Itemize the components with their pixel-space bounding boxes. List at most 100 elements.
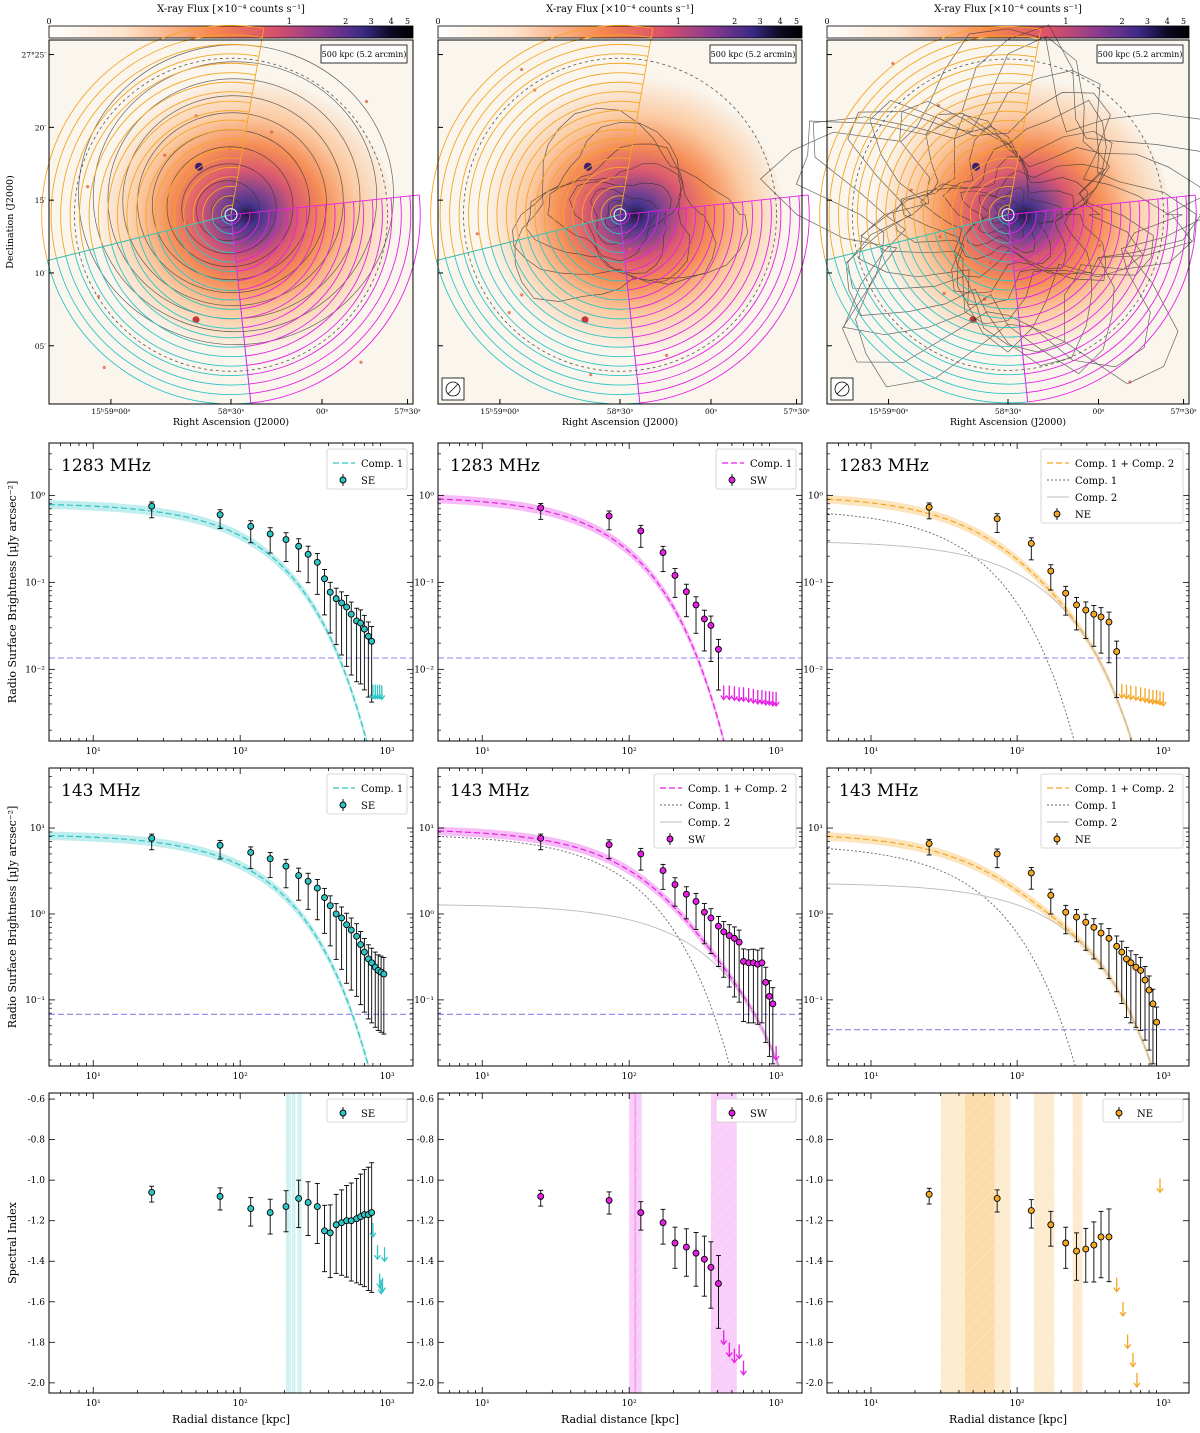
ra-tick-label: 58ᵐ30ˢ	[218, 407, 245, 416]
x-tick-label: 10²	[233, 747, 248, 757]
sw-sector-arc	[244, 200, 364, 347]
fit-line	[438, 498, 725, 741]
component-line	[438, 836, 731, 1066]
data-point	[148, 1188, 156, 1196]
sw-sector-arc	[233, 211, 260, 244]
sw-sector-arc	[236, 208, 289, 272]
point-source	[163, 153, 167, 157]
colorbar-title: X-ray Flux [×10⁻⁴ counts s⁻¹]	[546, 4, 694, 15]
legend-box	[715, 1098, 797, 1123]
y-tick-label: -2.0	[806, 1379, 824, 1389]
frequency-label: 1283 MHz	[61, 456, 151, 476]
se-sector-arc	[147, 235, 240, 301]
y-tick-label: 10¹	[419, 824, 434, 834]
sw-sector-arc	[1022, 199, 1150, 356]
legend-label: Comp. 1	[1075, 476, 1117, 487]
se-sector-arc	[998, 216, 1010, 225]
frequency-label: 143 MHz	[61, 781, 140, 801]
y-tick-label: 10⁻¹	[414, 578, 434, 588]
ne-sector-arc	[960, 167, 1017, 227]
legend-label: SW	[688, 835, 706, 846]
sw-sector-arc	[626, 207, 687, 282]
ne-sector-edge	[619, 28, 654, 215]
data-point	[343, 603, 351, 611]
scalebar: 500 kpc (5.2 arcmin)	[1096, 44, 1184, 64]
y-tick-label: 10⁰	[808, 491, 823, 501]
plot-area	[148, 1093, 389, 1393]
legend-marker	[339, 1109, 347, 1117]
sw-sector-arc	[235, 209, 279, 263]
y-tick-label: -1.0	[806, 1176, 824, 1186]
plot-area	[49, 500, 413, 741]
sw-sector-arc	[1019, 202, 1122, 328]
ne-sector-arc	[572, 167, 629, 227]
sw-sector-arc	[240, 204, 327, 310]
data-point	[1113, 942, 1121, 950]
x-tick-label: 10¹	[863, 1072, 878, 1082]
data-point	[282, 536, 290, 544]
radio-contour	[514, 107, 749, 302]
point-source	[102, 365, 106, 370]
sw-sector-arc	[249, 195, 412, 395]
se-sector-edge	[825, 214, 1009, 261]
dec-axis-label: Declination (J2000)	[5, 175, 16, 269]
sw-sector-edge	[230, 214, 252, 404]
data-point	[321, 894, 328, 902]
ne-sector-arc	[183, 167, 240, 227]
colorbar-title: X-ray Flux [×10⁻⁴ counts s⁻¹]	[157, 4, 305, 15]
upper-limit-head	[377, 1289, 385, 1295]
colorbar-tick-label: 2	[343, 17, 348, 26]
x-tick-label: 10³	[1156, 747, 1171, 757]
radio-contour	[210, 197, 244, 229]
ne-sector-arc	[458, 53, 648, 254]
data-point	[1145, 986, 1153, 994]
ne-sector-arc	[600, 195, 624, 220]
chart-panel: 10¹ 10² 10³ 10¹ 10⁰ 10⁻¹ 143 MHz Comp. 1 SE Radio…	[6, 767, 414, 1082]
x-tick-label: 10¹	[86, 1072, 101, 1082]
y-tick-label: 10¹	[808, 824, 823, 834]
sw-sector-arc	[248, 196, 402, 385]
data-point	[707, 621, 715, 629]
upper-limit-head	[1156, 1187, 1164, 1194]
component-line	[827, 542, 1133, 741]
beam-ellipse	[834, 381, 850, 397]
ra-tick-label: 00ˢ	[705, 407, 718, 416]
scalebar-box	[709, 44, 797, 64]
y-tick-label: -0.6	[806, 1095, 824, 1105]
legend-marker	[339, 476, 347, 484]
plot-area	[438, 494, 802, 741]
point-source	[972, 162, 980, 171]
uncertainty-band-hatch	[1033, 1093, 1055, 1393]
uncertainty-band-hatch	[629, 1093, 637, 1393]
legend-marker	[728, 476, 736, 484]
radio-contour	[812, 35, 1200, 375]
data-point	[692, 897, 700, 905]
ne-sector-arc	[173, 157, 241, 229]
x-tick-label: 10²	[233, 1072, 248, 1082]
upper-limit-head	[1159, 701, 1167, 707]
data-point	[216, 1192, 224, 1200]
sw-sector-arc	[1018, 203, 1112, 319]
centre-marker	[1001, 208, 1015, 222]
colorbar-tick-label: 2	[1119, 17, 1124, 26]
sw-sector-edge	[619, 194, 809, 216]
beam-indicator	[441, 377, 465, 401]
se-sector-arc	[888, 244, 1021, 338]
ne-sector-arc	[524, 119, 637, 238]
sw-sector-arc	[624, 209, 668, 263]
fit-line	[49, 835, 370, 1066]
ne-sector-arc	[135, 119, 248, 238]
legend: NE	[1102, 1098, 1184, 1123]
data-point	[1082, 918, 1090, 926]
ne-sector-arc	[866, 73, 1033, 250]
sw-sector-arc	[623, 210, 659, 253]
data-point	[537, 504, 545, 512]
point-source	[192, 316, 200, 324]
se-sector-edge	[436, 214, 621, 261]
legend-label: Comp. 1	[361, 459, 403, 470]
data-point	[1062, 1239, 1070, 1247]
upper-limit-head	[1129, 1362, 1137, 1368]
data-point	[1090, 1241, 1098, 1249]
sw-sector-arc	[621, 212, 640, 234]
